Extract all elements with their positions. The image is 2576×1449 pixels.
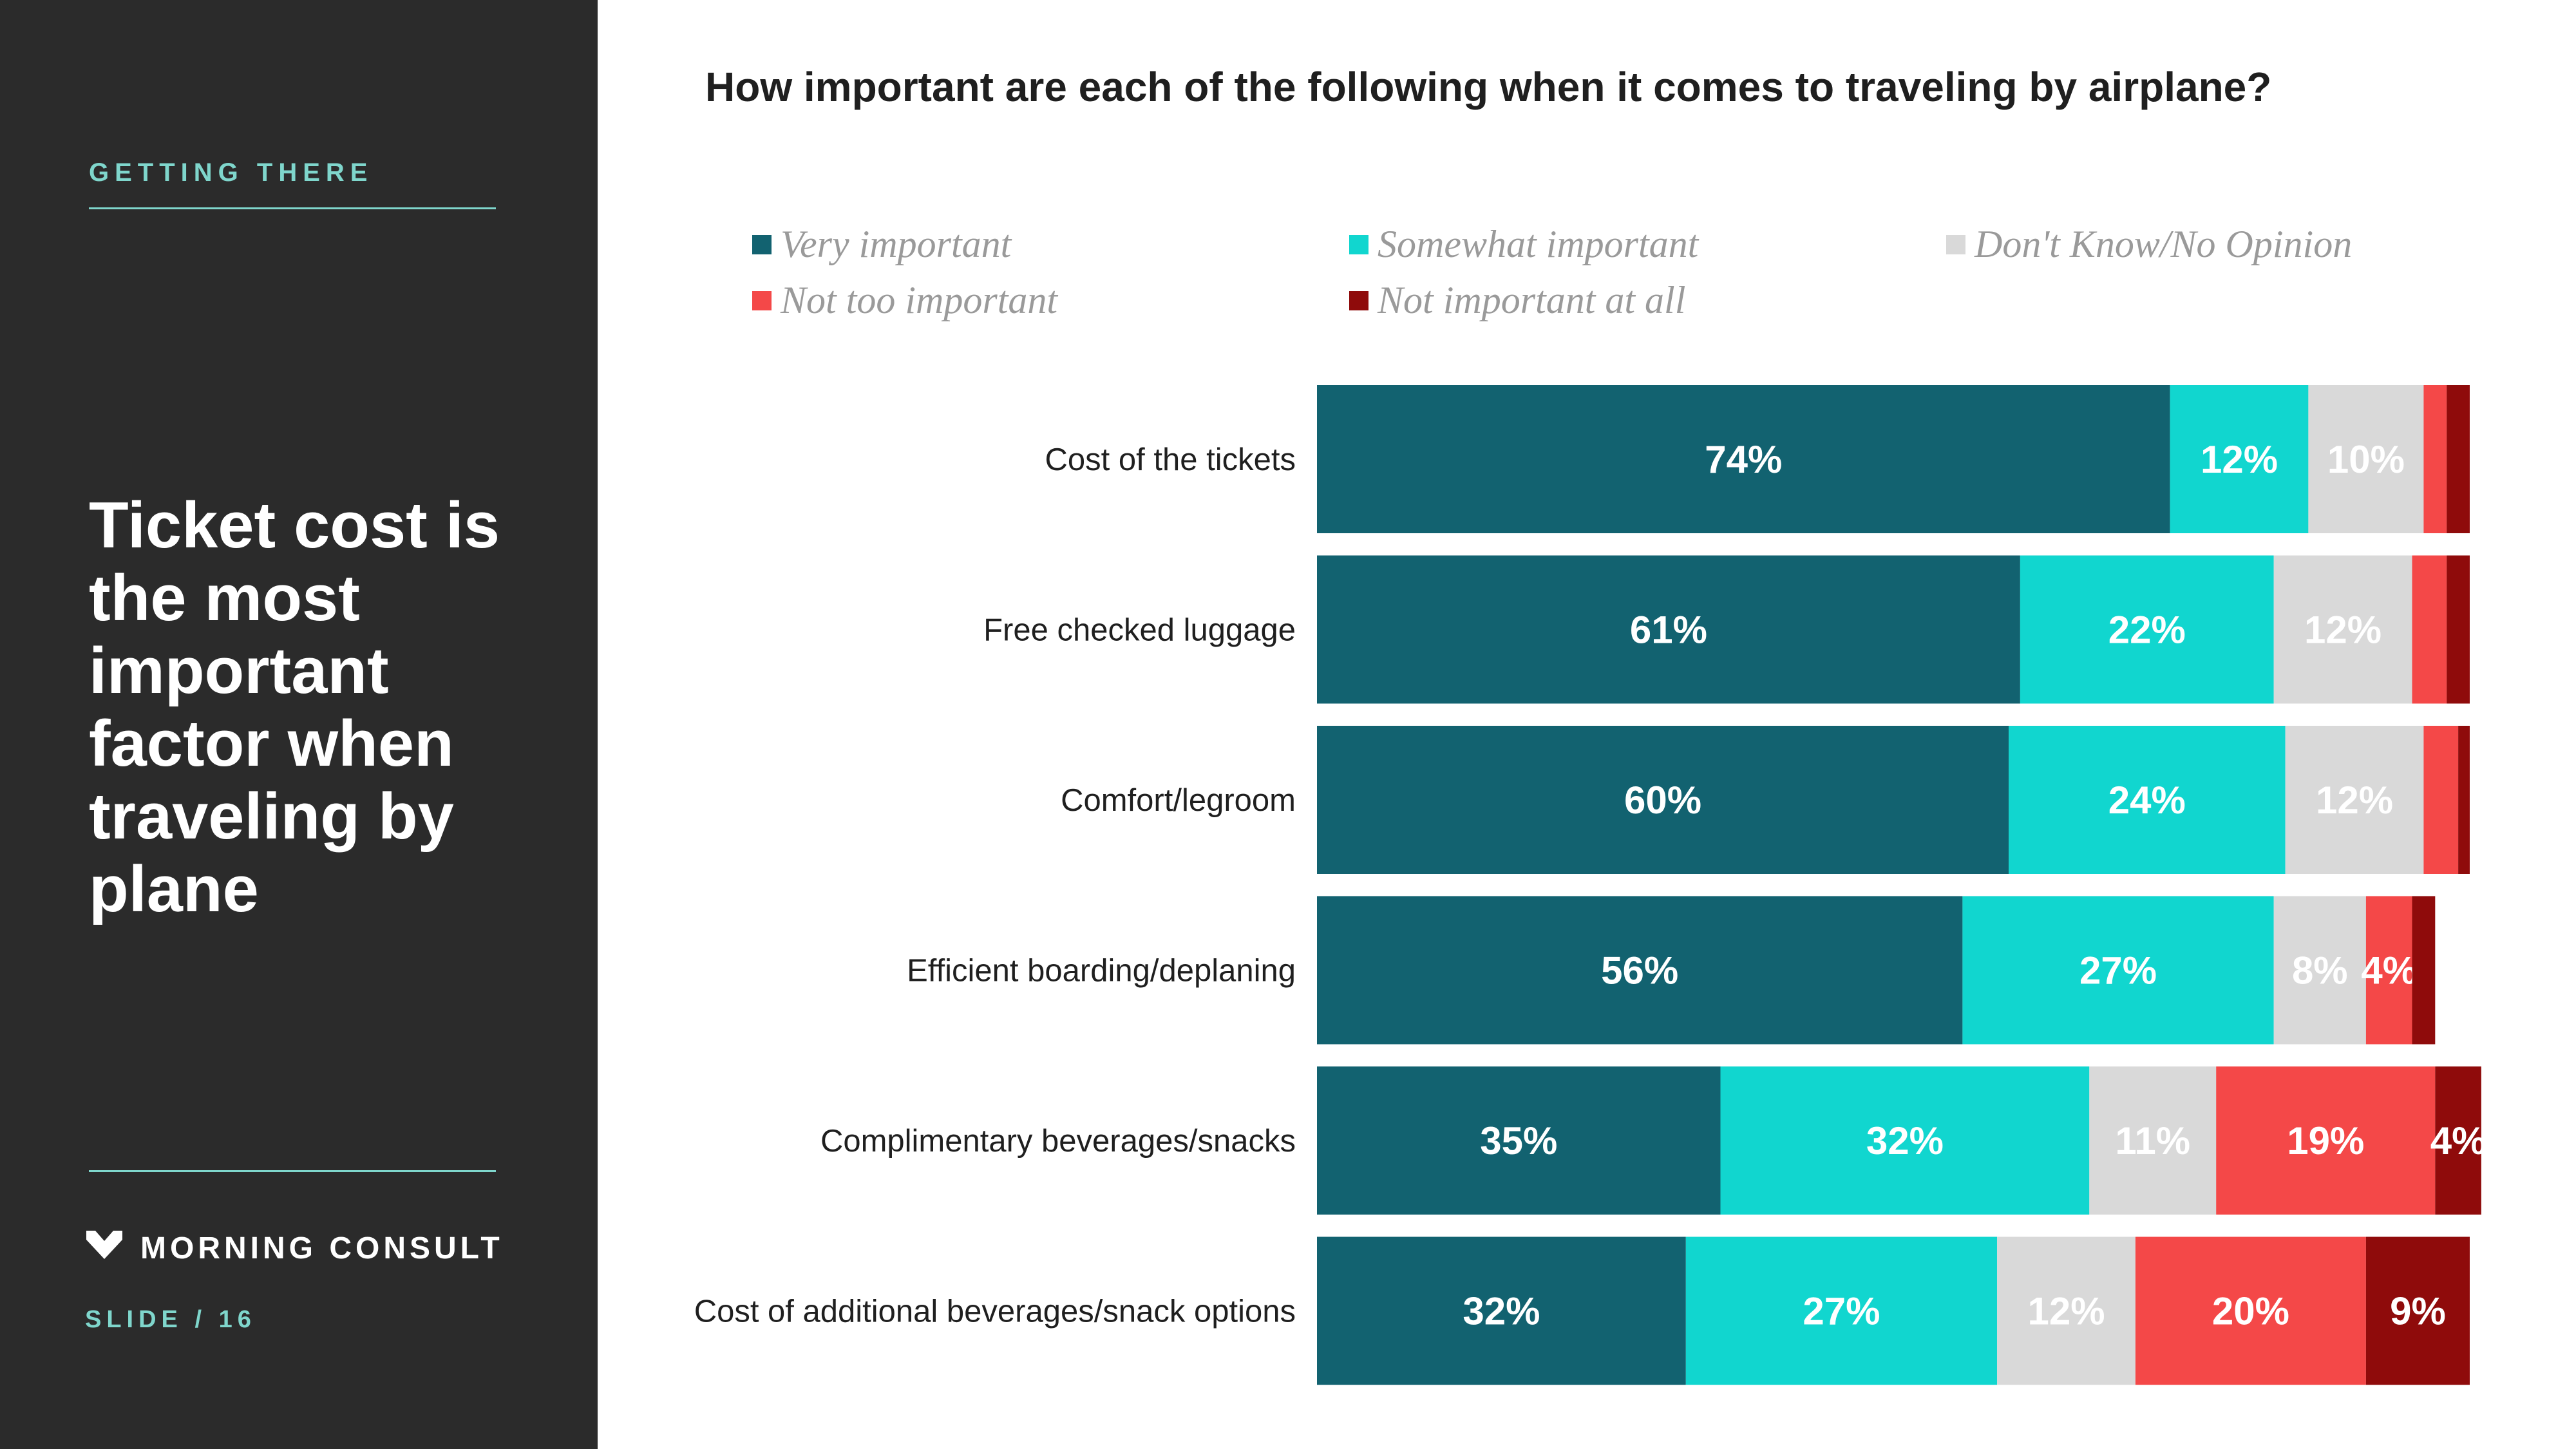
bar-segment [2365,896,2412,1045]
bar-value-label: 27% [2079,949,2157,992]
category-label: Cost of the tickets [1045,442,1296,477]
legend-label: Not important at all [1378,279,1686,321]
bar-value-label: 22% [2108,609,2186,652]
bar-segment [2273,555,2412,704]
legend-swatch [752,235,772,254]
chart-title: How important are each of the following … [705,64,2272,110]
bar-segment [1720,1066,2090,1215]
bar-segment [1317,1236,1686,1385]
bar-segment [2458,726,2470,874]
legend-label: Not too important [781,279,1058,321]
category-label: Cost of additional beverages/snack optio… [694,1294,1296,1329]
bar-segment [1317,896,1963,1045]
bar-segment [1962,896,2274,1045]
bar-value-label: 10% [2327,438,2405,481]
bar-segment [2089,1066,2217,1215]
bar-segment [2135,1236,2366,1385]
bar-segment [2009,726,2286,874]
bar-value-label: 11% [2115,1119,2190,1162]
bar-value-label: 32% [1463,1290,1540,1333]
bar-segment [1317,555,2020,704]
bar-value-label: 20% [2212,1290,2289,1333]
bar-value-label: 19% [2287,1119,2364,1162]
category-label: Comfort/legroom [1061,783,1296,818]
bar-segment [2285,726,2424,874]
bar-segment [1685,1236,1998,1385]
bar-value-label: 24% [2108,779,2186,822]
bar-segment [1317,385,2170,533]
bar-segment [1317,726,2009,874]
bar-value-label: 61% [1630,609,1707,652]
bar-value-label: 9% [2390,1290,2446,1333]
slide-label: SLIDE / [85,1306,207,1333]
bar-value-label: 60% [1624,779,1701,822]
category-label: Free checked luggage [983,613,1296,648]
bar-value-label: 12% [2201,438,2278,481]
category-label: Efficient boarding/deplaning [907,954,1296,989]
brand-name: MORNING CONSULT [140,1231,504,1265]
legend-swatch [1349,291,1368,310]
bar-value-label: 56% [1601,949,1678,992]
bar-segment [1997,1236,2136,1385]
legend-label: Don't Know/No Opinion [1975,223,2353,265]
category-label: Complimentary beverages/snacks [820,1124,1296,1159]
bar-value-label: 12% [2316,779,2393,822]
legend-label: Very important [781,223,1012,265]
bar-value-label: 8% [2292,949,2348,992]
bar-value-label: 12% [2027,1290,2105,1333]
bar-value-label: 4% [2430,1119,2486,1162]
bar-value-label: 35% [1480,1119,1557,1162]
bar-segment [2412,896,2436,1045]
divider-top [89,207,496,209]
legend-swatch [1349,235,1368,254]
bar-segment [2170,385,2309,533]
bar-segment [2423,726,2459,874]
divider-bottom [89,1170,496,1172]
slide-number-value: 16 [218,1306,256,1333]
bar-segment [2308,385,2424,533]
bar-segment [2020,555,2274,704]
sidebar: GETTING THERE Ticket cost is the most im… [0,0,598,1449]
bar-segment [2447,385,2470,533]
bar-value-label: 12% [2304,609,2382,652]
legend-swatch [1946,235,1965,254]
bar-segment [1317,1066,1721,1215]
bar-segment [2435,1066,2481,1215]
bar-segment [2216,1066,2436,1215]
bar-segment [2423,385,2447,533]
morning-consult-logo-icon [86,1231,122,1259]
section-label: GETTING THERE [89,158,374,187]
bar-value-label: 27% [1803,1290,1880,1333]
bar-value-label: 4% [2361,949,2417,992]
bar-value-label: 74% [1705,438,1782,481]
bar-segment [2447,555,2470,704]
legend-label: Somewhat important [1378,223,1699,265]
bar-value-label: 32% [1866,1119,1944,1162]
bar-segment [2273,896,2366,1045]
slide-headline: Ticket cost is the most important factor… [89,489,500,925]
legend-swatch [752,291,772,310]
bar-segment [2412,555,2447,704]
slide-number: SLIDE / 16 [85,1306,256,1334]
bar-segment [2365,1236,2470,1385]
